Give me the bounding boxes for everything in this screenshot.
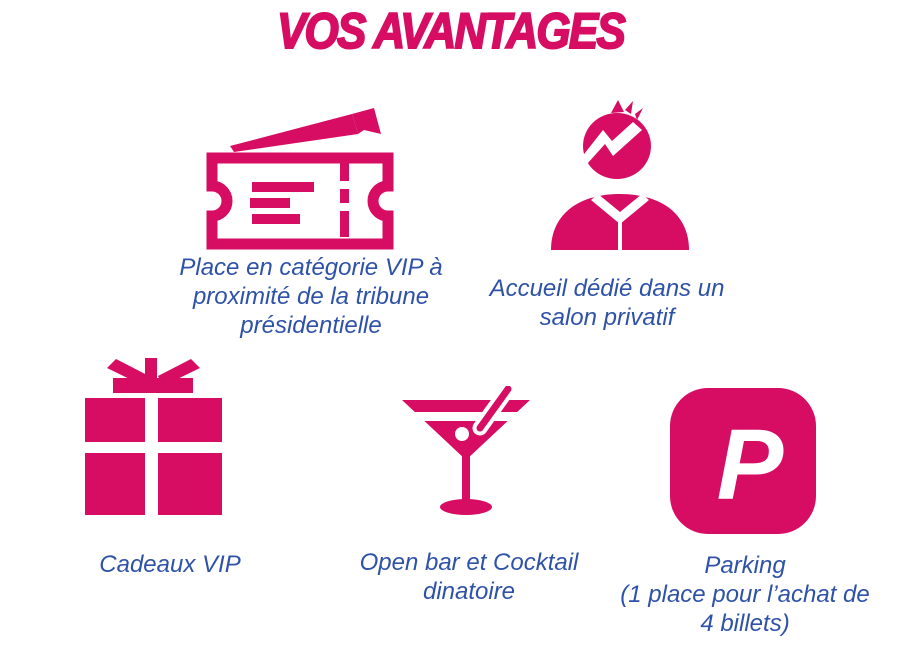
- benefit-caption-welcome: Accueil dédié dans un salon privatif: [489, 275, 725, 331]
- benefit-caption-gifts: Cadeaux VIP: [99, 551, 241, 578]
- parking-letter: P: [717, 409, 784, 521]
- cocktail-icon: [398, 386, 538, 526]
- ticket-icon: [200, 100, 400, 250]
- page-title: VOS AVANTAGES: [276, 2, 627, 60]
- benefit-caption-vip-seat: Place en catégorie VIP à proximité de la…: [179, 254, 443, 339]
- person-icon: [545, 100, 695, 250]
- parking-icon: P: [668, 386, 818, 536]
- benefit-caption-open-bar: Open bar et Cocktail dinatoire: [359, 549, 579, 605]
- benefit-caption-parking: Parking (1 place pour l’achat de 4 bille…: [620, 552, 870, 637]
- gift-icon: [85, 358, 222, 516]
